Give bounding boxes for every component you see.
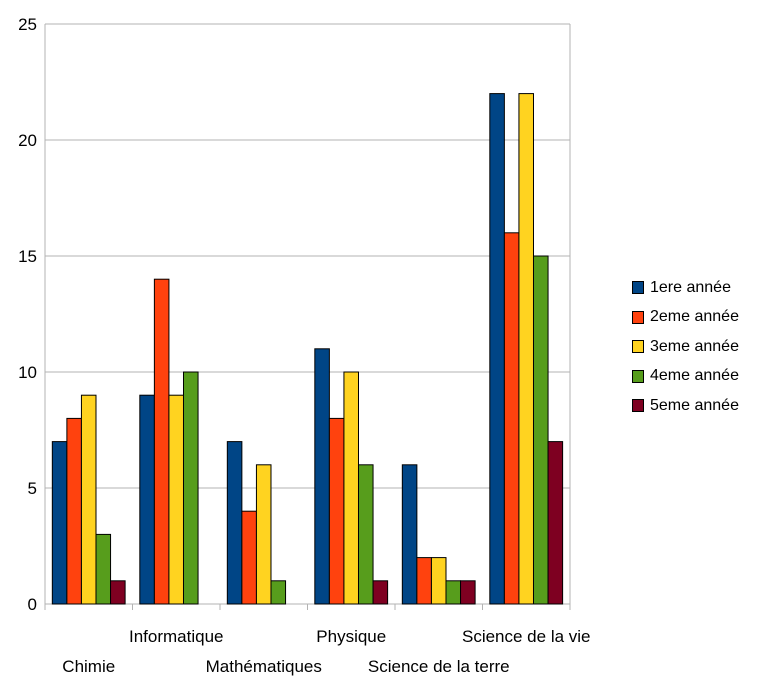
legend-label: 2eme année [650,308,739,326]
bar [182,371,199,605]
bar [343,371,359,605]
y-tick-label: 0 [28,595,37,614]
bar [416,557,432,605]
bar [547,441,564,605]
category-label: Science de la terre [368,657,510,676]
category-label: Science de la vie [462,627,591,646]
bar [95,533,112,605]
legend-swatch [632,399,644,413]
bars [51,93,564,605]
y-tick-label: 20 [18,131,37,150]
bar [314,348,330,605]
y-tick-label: 5 [28,479,37,498]
category-label: Informatique [129,627,224,646]
legend-item: 4eme année [632,362,739,392]
bar [51,441,68,605]
bar [503,232,520,605]
bar [168,394,184,605]
bar [357,464,374,605]
bar [80,394,97,605]
category-label: Physique [316,627,386,646]
bar [110,580,126,605]
legend-label: 5eme année [650,396,739,414]
bar [372,580,389,605]
bar [401,464,418,605]
legend-label: 1ere année [650,278,731,296]
legend-swatch [632,340,644,354]
legend: 1ere année 2eme année 3eme année 4eme an… [632,273,739,421]
bar [489,93,505,605]
bar [241,510,257,605]
bar [328,417,345,605]
bar [445,580,462,605]
y-tick-label: 15 [18,247,37,266]
bar [430,557,447,605]
bar [153,278,170,605]
y-tick-label: 10 [18,363,37,382]
legend-item: 3eme année [632,332,739,362]
bar [270,580,287,605]
legend-item: 5eme année [632,391,739,421]
legend-swatch [632,310,644,324]
bar [255,464,272,605]
bar [139,394,155,605]
bar [460,580,476,605]
y-tick-labels: 0 5 10 15 20 25 [18,15,37,614]
category-label: Chimie [62,657,115,676]
legend-label: 4eme année [650,367,739,385]
category-labels: Chimie Informatique Mathématiques Physique S… [62,627,590,676]
legend-item: 1ere année [632,273,739,303]
legend-item: 2eme année [632,303,739,333]
bar [66,417,82,605]
bar [226,441,243,605]
legend-swatch [632,369,644,383]
bar [518,93,534,605]
bar [532,255,549,605]
category-label: Mathématiques [206,657,322,676]
y-tick-label: 25 [18,15,37,34]
legend-swatch [632,281,644,295]
legend-label: 3eme année [650,337,739,355]
axes [44,24,571,610]
